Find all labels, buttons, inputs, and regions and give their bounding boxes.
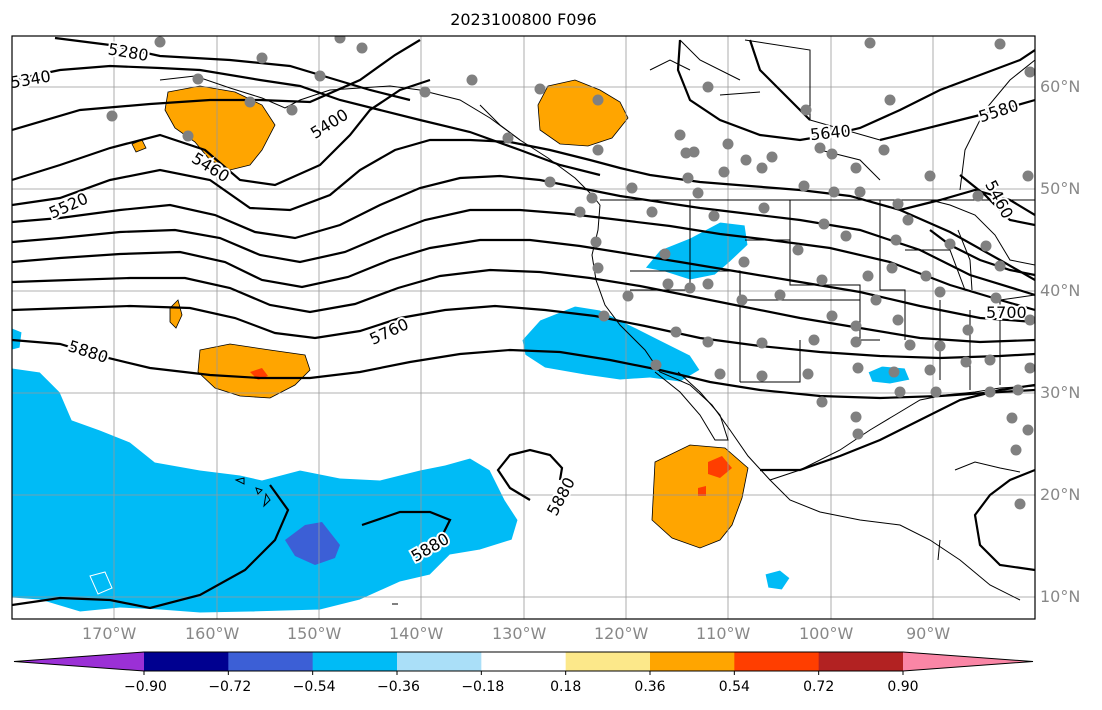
colorbar-tick-label: 0.54 xyxy=(718,679,750,695)
colorbar-tick-label: 0.36 xyxy=(634,679,666,695)
colorbar-segment xyxy=(481,652,567,671)
colorbar-tick-label: −0.72 xyxy=(208,679,252,695)
colorbar-tick-label: 0.72 xyxy=(803,679,835,695)
lon-label-110w: 110°W xyxy=(696,624,751,643)
lon-label-140w: 140°W xyxy=(389,624,444,643)
negative-anomaly-areas xyxy=(12,221,911,614)
contour-label-5880-west: 5880 xyxy=(66,336,111,367)
lat-label-40n: 40°N xyxy=(1040,281,1081,300)
colorbar xyxy=(13,651,1034,675)
colorbar-segment xyxy=(144,652,229,671)
contour-label-5580: 5580 xyxy=(976,96,1021,127)
contour-label-5400: 5400 xyxy=(307,105,352,143)
colorbar-tick-label: 0.18 xyxy=(550,679,582,695)
colorbar-tick-label: −0.54 xyxy=(292,679,336,695)
strong-negative-area xyxy=(285,522,340,565)
lon-label-170w: 170°W xyxy=(82,624,137,643)
lat-label-10n: 10°N xyxy=(1040,587,1081,606)
contour-label-5760: 5760 xyxy=(367,314,412,348)
colorbar-segment xyxy=(818,652,904,671)
contour-label-5700: 5700 xyxy=(986,303,1027,322)
lon-label-130w: 130°W xyxy=(492,624,547,643)
lat-lon-grid xyxy=(12,36,1035,619)
station-dots xyxy=(106,36,1035,510)
contour-label-5340: 5340 xyxy=(9,66,52,92)
lon-label-100w: 100°W xyxy=(799,624,854,643)
lon-label-90w: 90°W xyxy=(906,624,951,643)
colorbar-segment xyxy=(565,652,651,671)
colorbar-tick-label: −0.18 xyxy=(461,679,505,695)
contour-label-5280: 5280 xyxy=(107,39,150,65)
colorbar-segment xyxy=(228,652,314,671)
colorbar-segment xyxy=(312,652,398,671)
contour-label-5460-east: 5460 xyxy=(981,177,1017,222)
colorbar-extend-low xyxy=(14,652,144,671)
colorbar-segment xyxy=(734,652,820,671)
lat-label-30n: 30°N xyxy=(1040,383,1081,402)
colorbar-tick-label: −0.36 xyxy=(377,679,420,695)
coastlines-and-borders xyxy=(159,39,1035,601)
contour-label-5640: 5640 xyxy=(809,121,851,144)
lat-label-60n: 60°N xyxy=(1040,77,1081,96)
island-outlines xyxy=(234,477,398,605)
lon-label-150w: 150°W xyxy=(287,624,342,643)
colorbar-tick-label: −0.90 xyxy=(124,679,167,695)
lat-label-50n: 50°N xyxy=(1040,179,1081,198)
colorbar-extend-high xyxy=(903,652,1033,671)
colorbar-segment xyxy=(397,652,482,671)
lon-label-160w: 160°W xyxy=(185,624,240,643)
lon-label-120w: 120°W xyxy=(594,624,649,643)
map-title: 2023100800 F096 xyxy=(450,10,597,29)
colorbar-segment xyxy=(650,652,735,671)
contour-label-5880-east: 5880 xyxy=(543,474,579,519)
colorbar-tick-label: 0.90 xyxy=(887,679,919,695)
plot-frame xyxy=(11,35,1036,620)
lat-label-20n: 20°N xyxy=(1040,485,1081,504)
